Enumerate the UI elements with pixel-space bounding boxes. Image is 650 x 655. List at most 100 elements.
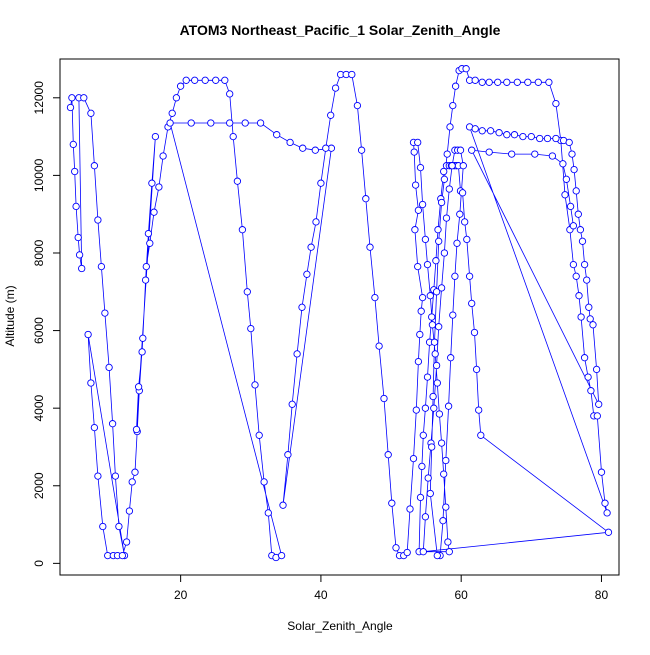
data-point xyxy=(414,206,423,214)
data-point xyxy=(432,288,441,296)
data-point xyxy=(406,505,414,513)
data-point xyxy=(122,538,131,546)
data-point xyxy=(534,78,542,86)
data-point xyxy=(331,84,340,92)
data-point xyxy=(144,229,153,238)
data-point xyxy=(87,379,95,387)
data-point xyxy=(472,365,481,374)
data-point xyxy=(111,472,120,480)
data-point xyxy=(226,119,234,127)
data-point xyxy=(68,94,76,102)
data-point xyxy=(87,109,95,117)
data-point xyxy=(277,551,286,560)
data-point xyxy=(434,226,442,234)
data-point xyxy=(478,78,486,86)
data-point xyxy=(207,119,215,127)
data-point xyxy=(435,410,444,418)
data-point xyxy=(264,509,272,517)
data-point xyxy=(212,76,220,84)
data-point xyxy=(442,214,451,222)
data-point xyxy=(414,262,422,271)
data-point xyxy=(409,454,418,463)
x-axis-ticks: 20 40 60 80 xyxy=(174,574,608,602)
data-point xyxy=(286,138,294,147)
data-point xyxy=(437,439,446,447)
data-point xyxy=(468,146,476,154)
data-point xyxy=(151,132,160,141)
data-point xyxy=(586,315,594,323)
data-point xyxy=(468,299,476,308)
data-point xyxy=(510,131,519,139)
data-point xyxy=(451,82,460,90)
data-point xyxy=(527,132,535,141)
data-point xyxy=(421,513,430,521)
data-point xyxy=(80,94,88,102)
series-layer xyxy=(66,65,613,562)
data-point xyxy=(570,165,578,174)
data-point xyxy=(94,216,102,224)
data-point xyxy=(416,493,425,502)
data-point xyxy=(543,134,552,143)
data-point xyxy=(442,456,450,465)
data-point xyxy=(463,235,471,244)
y-tick-label: 8000 xyxy=(32,239,46,266)
data-point xyxy=(94,472,102,480)
data-point xyxy=(159,152,167,160)
data-point xyxy=(303,270,311,278)
data-point xyxy=(134,383,143,391)
data-point xyxy=(603,509,611,517)
data-point xyxy=(66,103,75,112)
data-point xyxy=(440,470,448,478)
data-point xyxy=(431,350,439,358)
data-point xyxy=(176,82,185,90)
data-point xyxy=(442,503,450,511)
data-point xyxy=(432,361,441,370)
data-point xyxy=(443,150,451,158)
data-point xyxy=(172,94,181,102)
data-point xyxy=(470,328,479,337)
data-point xyxy=(307,243,315,251)
data-point xyxy=(456,146,465,154)
data-point xyxy=(166,119,174,127)
data-point xyxy=(416,163,425,172)
data-point xyxy=(99,522,107,531)
y-tick-label: 2000 xyxy=(32,472,46,499)
data-point xyxy=(465,272,474,280)
x-tick-label: 60 xyxy=(455,588,469,602)
data-point xyxy=(439,517,447,525)
data-point xyxy=(432,257,440,265)
y-tick-label: 4000 xyxy=(32,395,46,422)
data-point xyxy=(578,237,587,245)
data-point xyxy=(437,284,446,292)
data-point xyxy=(226,90,234,98)
data-point xyxy=(128,478,136,486)
data-point xyxy=(238,226,247,234)
data-point xyxy=(448,162,456,170)
data-point xyxy=(418,293,427,302)
data-point xyxy=(435,237,443,245)
data-point xyxy=(115,522,123,531)
x-tick-label: 40 xyxy=(314,588,328,602)
data-point xyxy=(97,262,106,271)
y-tick-label: 12000 xyxy=(32,81,46,115)
data-point xyxy=(451,272,459,280)
data-point xyxy=(414,138,422,147)
data-point xyxy=(576,226,585,234)
data-point xyxy=(191,76,199,84)
data-point xyxy=(388,499,396,507)
data-point xyxy=(580,354,589,362)
data-point xyxy=(293,350,301,358)
data-point xyxy=(366,243,374,251)
data-point xyxy=(375,342,383,350)
data-point xyxy=(508,150,516,158)
data-point xyxy=(71,167,79,176)
data-point xyxy=(72,202,80,211)
data-point xyxy=(444,538,452,546)
data-point xyxy=(595,400,603,408)
data-point xyxy=(440,175,449,183)
data-point xyxy=(357,146,366,154)
data-point xyxy=(462,65,470,73)
data-point xyxy=(569,222,578,230)
data-point xyxy=(430,338,439,346)
data-point xyxy=(593,412,601,420)
